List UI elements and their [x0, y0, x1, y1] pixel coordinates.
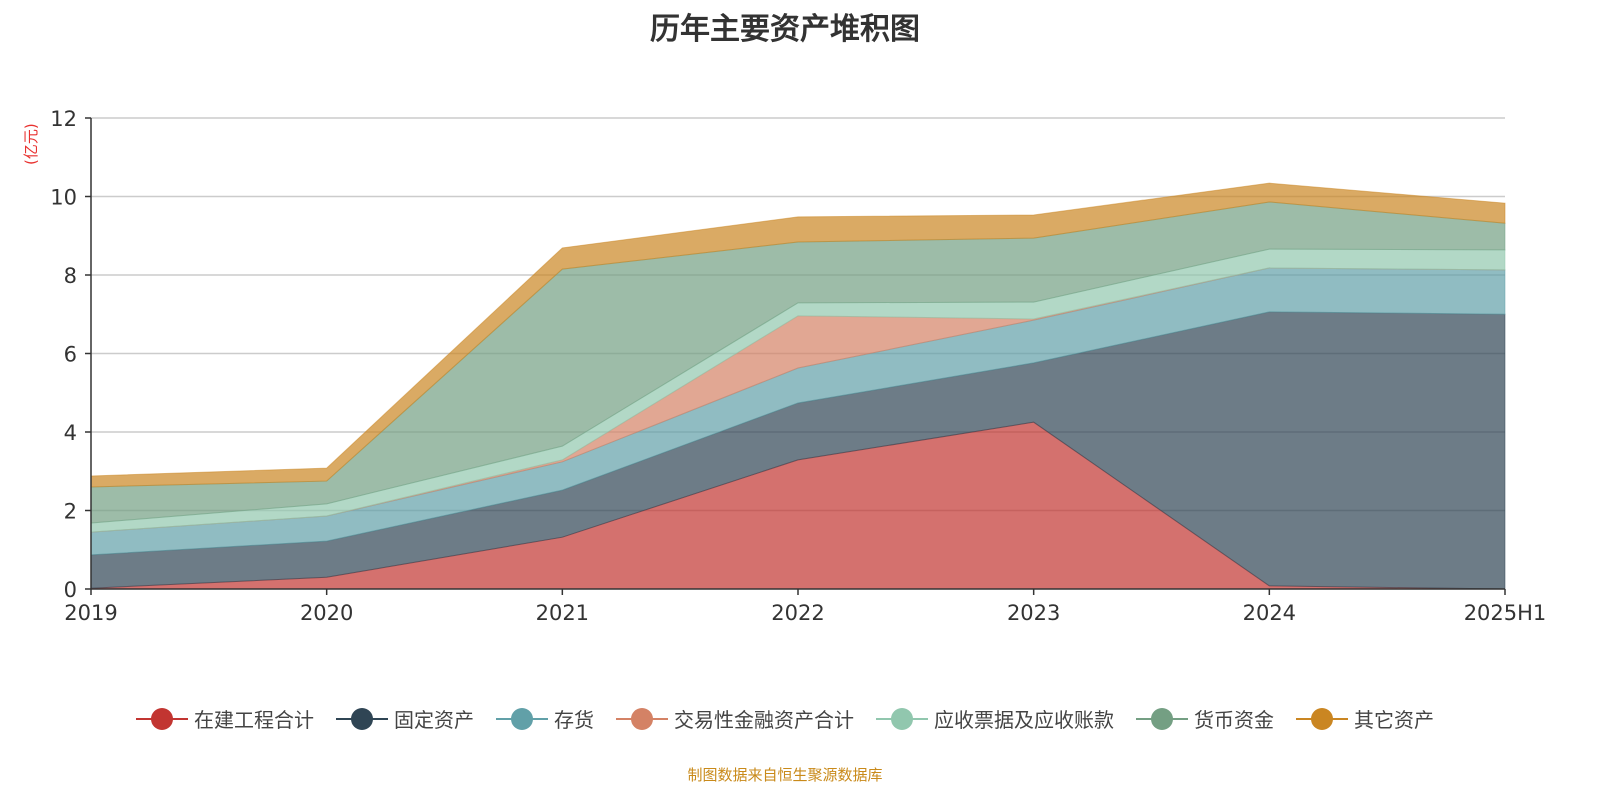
y-tick-label: 8	[64, 264, 77, 288]
legend-label: 其它资产	[1354, 708, 1434, 732]
x-tick-label: 2019	[64, 601, 117, 625]
legend-label: 固定资产	[394, 708, 474, 732]
legend-marker-icon	[496, 707, 548, 731]
legend-label: 在建工程合计	[194, 708, 314, 732]
x-tick-label: 2020	[300, 601, 353, 625]
legend: 在建工程合计 固定资产 存货 交易性金融资产合计 应收票据及应收账款 货币资金 其它资产	[0, 704, 1570, 733]
data-source-note: 制图数据来自恒生聚源数据库	[687, 766, 883, 784]
legend-marker-icon	[1296, 707, 1348, 731]
x-tick-label: 2022	[771, 601, 824, 625]
legend-item[interactable]: 应收票据及应收账款	[876, 704, 1114, 733]
legend-item[interactable]: 固定资产	[336, 704, 474, 733]
legend-item[interactable]: 存货	[496, 704, 594, 733]
y-tick-label: 10	[50, 186, 77, 210]
legend-marker-icon	[136, 707, 188, 731]
y-tick-label: 12	[50, 107, 77, 131]
y-tick-label: 6	[64, 343, 77, 367]
legend-label: 应收票据及应收账款	[934, 708, 1114, 732]
legend-label: 交易性金融资产合计	[674, 708, 854, 732]
y-tick-label: 2	[64, 500, 77, 524]
legend-marker-icon	[1136, 707, 1188, 731]
legend-marker-icon	[336, 707, 388, 731]
legend-item[interactable]: 在建工程合计	[136, 704, 314, 733]
x-tick-label: 2021	[536, 601, 589, 625]
legend-item[interactable]: 交易性金融资产合计	[616, 704, 854, 733]
x-tick-label: 2024	[1243, 601, 1296, 625]
legend-item[interactable]: 货币资金	[1136, 704, 1274, 733]
legend-marker-icon	[616, 707, 668, 731]
area-其它资产	[90, 182, 1506, 488]
legend-item[interactable]: 其它资产	[1296, 704, 1434, 733]
x-tick-label: 2023	[1007, 601, 1060, 625]
y-tick-label: 4	[64, 421, 77, 445]
x-tick-label: 2025H1	[1464, 601, 1547, 625]
legend-label: 货币资金	[1194, 708, 1274, 732]
y-tick-label: 0	[64, 578, 77, 602]
legend-marker-icon	[876, 707, 928, 731]
chart-title: 历年主要资产堆积图	[650, 12, 920, 47]
legend-label: 存货	[554, 708, 594, 732]
